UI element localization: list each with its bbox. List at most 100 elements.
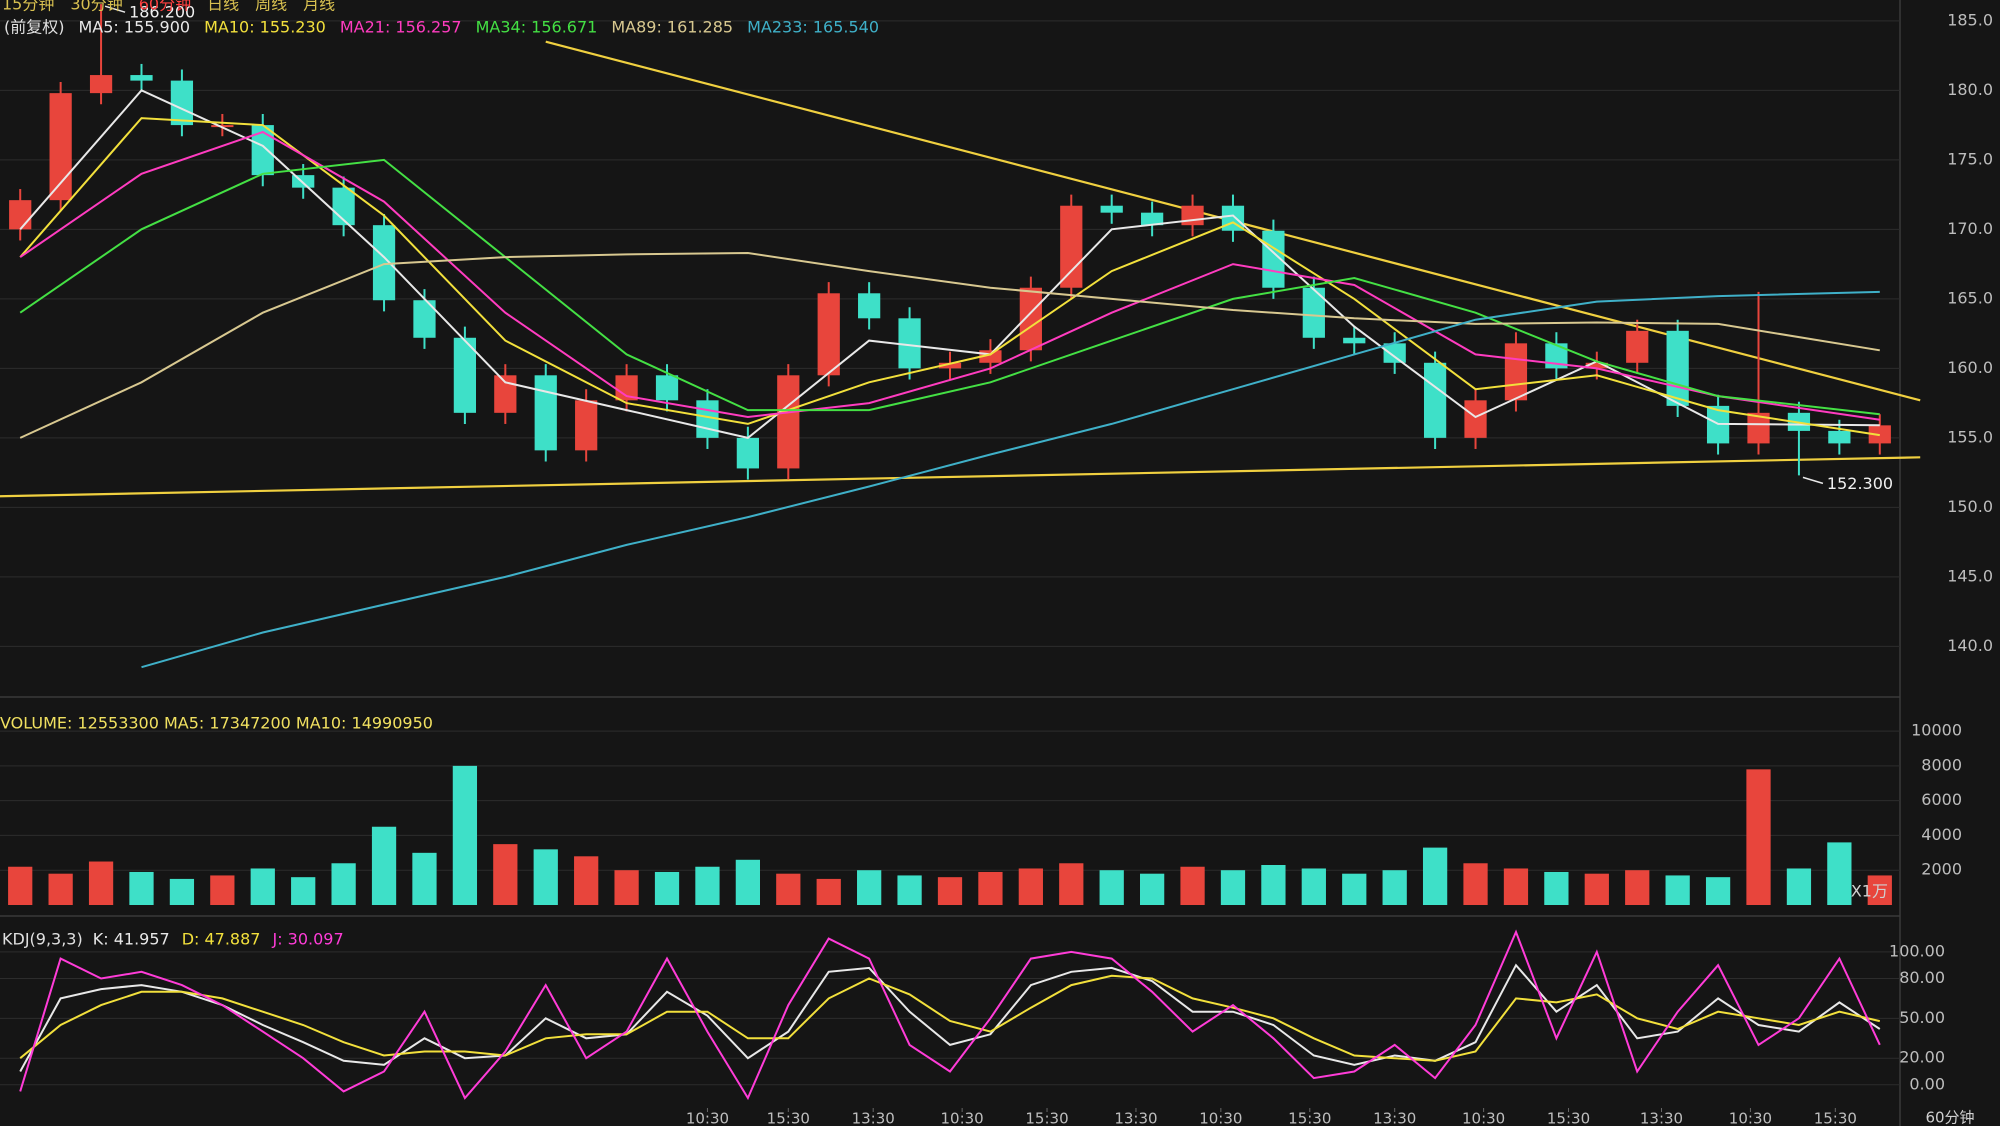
candle-body [372, 225, 396, 301]
y-tick-label: 2000 [1921, 860, 1962, 879]
volume-bar [1544, 871, 1569, 905]
volume-bar [129, 871, 154, 905]
period-tab[interactable]: 月线 [303, 0, 335, 14]
volume-bar [1140, 873, 1165, 905]
ma-line [19, 117, 1880, 437]
candle-body [1626, 330, 1649, 363]
annotation-arrow [1802, 476, 1824, 485]
volume-bar [978, 871, 1003, 905]
legend-entry: MA21: 156.257 [340, 18, 462, 37]
volume-bar [1220, 870, 1246, 905]
candle-body [817, 293, 840, 376]
candle-body [413, 300, 436, 338]
period-label: 60分钟 [1925, 1109, 1974, 1126]
legend-entry: MA10: 155.230 [204, 18, 326, 37]
legend-entry: MA5: 155.900 [79, 18, 191, 37]
candle-body [9, 200, 32, 230]
volume-bar [1665, 875, 1690, 905]
candle-body [89, 75, 113, 94]
y-tick-label: 150.0 [1947, 497, 1993, 516]
legend-entry: MA89: 161.285 [611, 18, 733, 37]
period-tab[interactable]: 周线 [255, 0, 287, 14]
ma-line [141, 290, 1880, 669]
x-tick-label: 13:30 [1114, 1110, 1157, 1126]
y-tick-label: 170.0 [1947, 219, 1993, 238]
candle-body [938, 362, 962, 369]
volume-bar [1301, 868, 1326, 905]
volume-bar [1018, 868, 1043, 905]
volume-bar [776, 873, 801, 905]
candle-body [655, 375, 679, 401]
volume-bar [331, 863, 356, 905]
candle-body [777, 375, 800, 469]
kdj-line [19, 963, 1881, 1072]
kdj-line [19, 929, 1881, 1101]
candle-body [1423, 362, 1447, 438]
period-tab[interactable]: 日线 [207, 0, 239, 14]
period-tab[interactable]: 60分钟 [139, 0, 191, 14]
x-tick-label: 13:30 [1373, 1110, 1416, 1126]
volume-bar [1099, 870, 1124, 905]
x-tick-label: 15:30 [767, 1110, 810, 1126]
period-tab[interactable]: 30分钟 [70, 0, 122, 14]
volume-bar [1625, 870, 1650, 905]
candle-body [534, 375, 557, 451]
candle-body [736, 437, 759, 469]
kdj-title: KDJ(9,3,3) [2, 930, 83, 949]
volume-bar [614, 870, 639, 905]
x-tick-label: 10:30 [1729, 1110, 1772, 1126]
y-tick-label: 100.00 [1889, 941, 1945, 960]
candle-body [898, 318, 921, 369]
candle-body [453, 337, 477, 413]
volume-bar [654, 871, 680, 905]
candle-body [1585, 362, 1608, 369]
candle-body [1504, 343, 1528, 401]
volume-bar [1422, 847, 1448, 905]
candle-body [1666, 330, 1689, 406]
volume-bar [250, 868, 275, 905]
candle-body [251, 125, 274, 176]
y-tick-label: 155.0 [1947, 427, 1993, 446]
x-tick-label: 13:30 [1640, 1110, 1683, 1126]
legend-entry: MA34: 156.671 [476, 18, 598, 37]
candle-body [615, 375, 638, 401]
volume-bar [857, 870, 882, 905]
volume-bar [533, 849, 558, 905]
volume-bar [452, 765, 478, 905]
y-tick-label: 20.00 [1899, 1048, 1945, 1067]
volume-bar [1786, 868, 1812, 905]
annotation-label: 186.200 [129, 3, 195, 22]
ma-line [19, 89, 1880, 439]
candle-body [494, 375, 517, 413]
candle-body [1828, 430, 1851, 444]
candle-body [49, 93, 72, 201]
candle-body [1464, 400, 1487, 438]
y-tick-label: 4000 [1921, 825, 1962, 844]
y-tick-label: 80.00 [1899, 968, 1945, 987]
period-tab[interactable]: 15分钟 [2, 0, 54, 14]
volume-bar [8, 866, 33, 905]
candle-body [575, 400, 598, 451]
x-tick-label: 13:30 [852, 1110, 895, 1126]
x-tick-label: 15:30 [1288, 1110, 1331, 1126]
volume-bar [735, 859, 760, 905]
volume-bar [1827, 842, 1852, 905]
volume-bar [412, 852, 437, 905]
y-tick-label: 6000 [1921, 790, 1962, 809]
legend-entry: J: 30.097 [271, 930, 343, 949]
y-tick-label: 8000 [1921, 755, 1962, 774]
x-tick-label: 15:30 [1547, 1110, 1590, 1126]
x-tick-label: 10:30 [941, 1110, 984, 1126]
y-tick-label: 145.0 [1947, 566, 1993, 585]
volume-bar [493, 844, 518, 905]
volume-bar [1867, 875, 1892, 905]
candle-body [1383, 343, 1406, 363]
y-tick-label: 50.00 [1899, 1008, 1945, 1027]
candle-body [1343, 337, 1366, 344]
candle-body [1302, 287, 1325, 338]
x-tick-label: 10:30 [686, 1110, 729, 1126]
candle-body [211, 125, 234, 128]
adjust-label: (前复权) [4, 18, 65, 37]
